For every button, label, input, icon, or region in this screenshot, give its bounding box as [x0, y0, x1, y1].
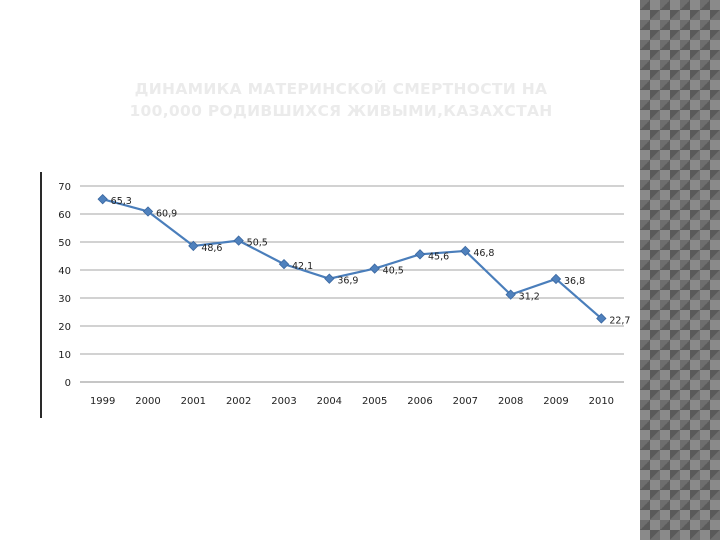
- data-point-2000: [142, 206, 154, 217]
- y-tick-label-40: 40: [58, 266, 71, 277]
- data-point-2006: [414, 249, 426, 260]
- x-tick-label-2009: 2009: [543, 396, 568, 407]
- data-point-2003: [278, 258, 290, 270]
- x-tick-label-2006: 2006: [407, 396, 432, 407]
- x-tick-label-2000: 2000: [135, 396, 160, 407]
- data-point-2001: [188, 240, 199, 252]
- x-tick-label-2008: 2008: [498, 396, 523, 407]
- line-chart: 0 10 20 30 40 50 60 70 1999 2000 2001 2002 2003 2004 2…: [40, 172, 640, 418]
- chart-svg: 0 10 20 30 40 50 60 70 1999 2000 2001 2002 2003 2004 2…: [58, 182, 630, 407]
- data-point-2002: [233, 235, 244, 246]
- x-tick-label-2007: 2007: [453, 396, 478, 407]
- data-point-2009: [550, 273, 562, 285]
- x-tick-label-2005: 2005: [362, 396, 387, 407]
- y-tick-label-30: 30: [58, 294, 71, 305]
- data-point-2004: [324, 273, 335, 284]
- series-line: [102, 198, 603, 320]
- data-label-2004: 36,9: [337, 276, 358, 287]
- x-tick-label-2003: 2003: [271, 396, 296, 407]
- data-label-2002: 50,5: [247, 238, 268, 249]
- data-label-2009: 36,8: [564, 276, 585, 287]
- data-label-2006: 45,6: [428, 251, 449, 262]
- slide-title-line-1: ДИНАМИКА МАТЕРИНСКОЙ СМЕРТНОСТИ НА: [134, 80, 548, 98]
- data-label-2007: 46,8: [473, 248, 494, 259]
- data-label-2008: 31,2: [519, 292, 540, 303]
- x-tick-label-2010: 2010: [589, 396, 614, 407]
- data-label-1999: 65,3: [111, 196, 132, 207]
- x-tick-label-2004: 2004: [317, 396, 342, 407]
- slide-title: ДИНАМИКА МАТЕРИНСКОЙ СМЕРТНОСТИ НА 100,0…: [56, 78, 626, 122]
- data-point-2010: [596, 313, 607, 324]
- data-label-2005: 40,5: [383, 266, 404, 277]
- y-tick-label-60: 60: [58, 210, 71, 221]
- x-tick-label-1999: 1999: [90, 396, 115, 407]
- data-point-1999: [97, 193, 108, 205]
- slide-title-line-2: 100,000 РОДИВШИХСЯ ЖИВЫМИ,КАЗАХСТАН: [129, 102, 553, 120]
- data-point-2008: [505, 289, 516, 300]
- y-tick-label-0: 0: [65, 378, 71, 389]
- data-label-2000: 60,9: [156, 208, 177, 219]
- data-label-2003: 42,1: [292, 261, 313, 272]
- x-tick-label-2001: 2001: [181, 396, 206, 407]
- data-label-2010: 22,7: [609, 315, 630, 326]
- y-tick-label-10: 10: [58, 350, 71, 361]
- data-point-2005: [369, 263, 380, 274]
- y-tick-label-20: 20: [58, 322, 71, 333]
- x-tick-label-2002: 2002: [226, 396, 251, 407]
- data-point-2007: [460, 245, 471, 257]
- data-label-2001: 48,6: [201, 243, 222, 254]
- y-tick-label-70: 70: [58, 182, 71, 193]
- decorative-pattern-strip: [640, 0, 720, 540]
- y-tick-label-50: 50: [58, 238, 71, 249]
